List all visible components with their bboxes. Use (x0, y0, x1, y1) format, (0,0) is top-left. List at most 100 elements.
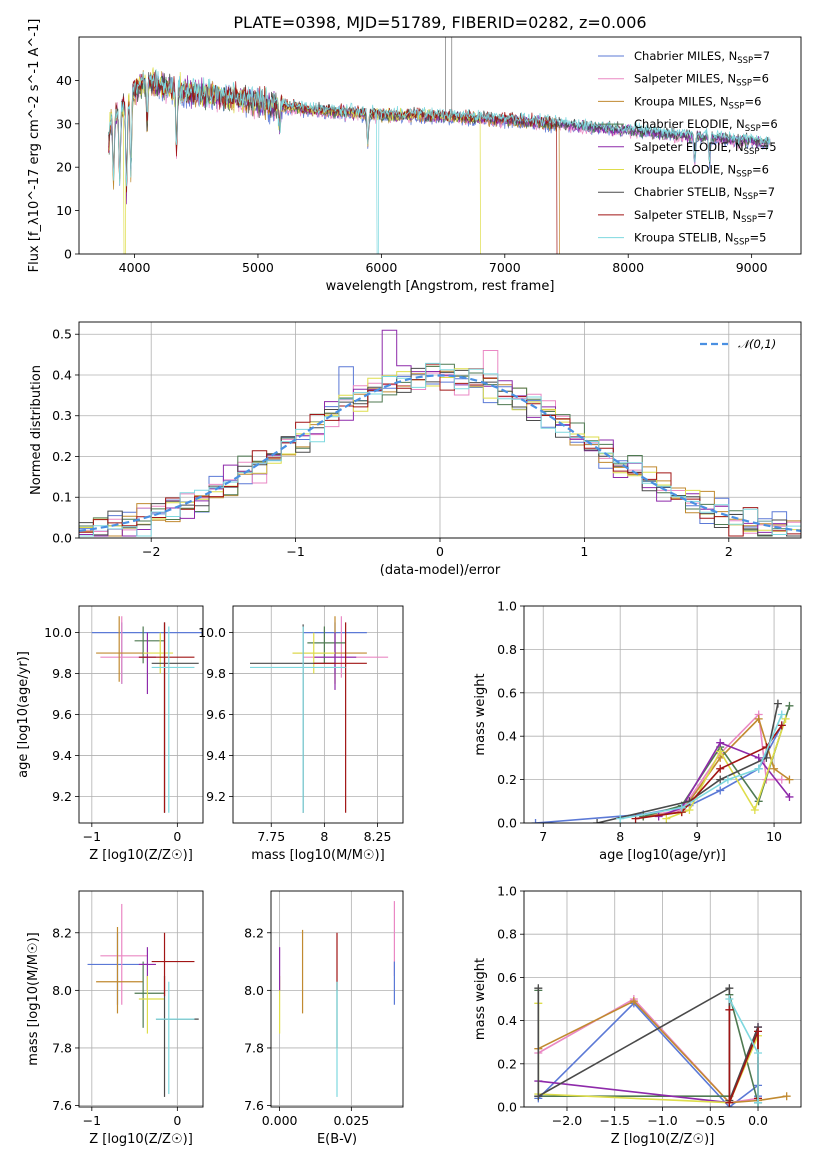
weight-marker (773, 699, 782, 708)
weight-vs-age-ylabel: mass weight (473, 673, 488, 755)
y-tick-label: 0.4 (497, 729, 517, 744)
y-tick-label: 0.8 (497, 927, 517, 942)
weight-marker (750, 805, 759, 814)
y-tick-label: 0.2 (497, 1056, 517, 1071)
y-tick-label: 9.2 (52, 789, 72, 804)
weight-line (643, 717, 790, 818)
weight-marker (534, 984, 543, 993)
spectrum-ylabel: Flux [f_λ10^-17 erg cm^-2 s^-1 A^-1] (27, 19, 42, 273)
mass-vs-Z-frame (78, 890, 204, 1108)
y-tick-label: 0.0 (52, 531, 72, 546)
weight-vs-Z-series (534, 984, 791, 1107)
weight-line (643, 705, 791, 818)
spectrum-line (108, 71, 558, 254)
y-tick-label: 9.6 (206, 707, 226, 722)
spectrum-line (108, 69, 771, 254)
weight-vs-age-frame (523, 605, 802, 824)
x-tick-label: 7 (539, 829, 547, 844)
legend-entry: Salpeter STELIB, NSSP=7 (634, 208, 774, 225)
weight-marker (777, 721, 786, 730)
legend-entry: Kroupa STELIB, NSSP=5 (634, 231, 766, 248)
weight-marker (716, 764, 725, 773)
weight-marker (716, 775, 725, 784)
weight-vs-Z-ylabel: mass weight (473, 958, 488, 1040)
weight-marker (785, 775, 794, 784)
weight-marker (662, 814, 671, 823)
x-tick-label: 5000 (242, 260, 274, 275)
y-tick-label: 40 (56, 73, 72, 88)
y-tick-label: 0.0 (497, 816, 517, 831)
y-tick-label: 7.8 (244, 1040, 264, 1055)
histogram-steps (79, 329, 801, 537)
x-tick-label: −1.0 (647, 1113, 677, 1128)
weight-vs-Z-xlabel: Z [log10(Z/Z☉)] (611, 1132, 715, 1147)
age-vs-Z-axes: −1 0 9.2 9.4 9.6 9.8 10.0 (44, 606, 203, 844)
mass-vs-Z-ylabel: mass [log10(M/M☉)] (26, 932, 41, 1065)
weight-marker (777, 710, 786, 719)
x-tick-label: −0.5 (695, 1113, 725, 1128)
weight-vs-Z-axes: −2.0 −1.5 −1.0 −0.5 0.0 0.0 0.2 0.4 0.6 0.8 1.0 (497, 884, 801, 1128)
y-tick-label: 8.0 (244, 983, 264, 998)
x-tick-label: 8000 (612, 260, 644, 275)
legend-entry: 𝒩(0,1) (738, 337, 776, 351)
x-tick-label: 0 (173, 829, 181, 844)
x-tick-label: 0.0 (748, 1113, 768, 1128)
residuals-ylabel: Normed distribution (29, 365, 44, 495)
y-tick-label: 0.4 (497, 1013, 517, 1028)
spectrum-line (108, 70, 560, 254)
x-tick-label: 2 (725, 544, 733, 559)
y-tick-label: 8.0 (52, 983, 72, 998)
weight-marker (770, 764, 779, 773)
spectrum-lines (108, 37, 771, 254)
y-tick-label: 7.6 (244, 1098, 264, 1113)
y-tick-label: 0.1 (52, 490, 72, 505)
weight-marker (531, 819, 540, 823)
weight-marker (723, 775, 732, 784)
weight-marker (781, 714, 790, 723)
x-tick-label: 7000 (489, 260, 521, 275)
spectrum-xlabel: wavelength [Angstrom, rest frame] (326, 279, 555, 294)
weight-marker (677, 803, 686, 812)
age-vs-Z-points (91, 616, 203, 813)
x-tick-label: −1 (286, 544, 304, 559)
weight-marker (725, 984, 734, 993)
y-tick-label: 9.8 (206, 666, 226, 681)
weight-marker (782, 1092, 791, 1101)
weight-marker (754, 1049, 763, 1057)
y-tick-label: 0.3 (52, 408, 72, 423)
y-tick-label: 10.0 (198, 625, 226, 640)
x-tick-label: 0.000 (262, 1113, 298, 1128)
y-tick-label: 9.6 (52, 707, 72, 722)
weight-vs-age-xlabel: age [log10(age/yr)] (599, 848, 726, 863)
y-tick-label: 20 (56, 160, 72, 175)
weight-marker (785, 792, 794, 801)
legend-entry: Chabrier MILES, NSSP=7 (634, 49, 770, 66)
spectrum-frame (78, 36, 802, 255)
x-tick-label: −1 (83, 1113, 101, 1128)
x-tick-label: 0 (436, 544, 444, 559)
weight-vs-age-series (531, 699, 794, 823)
y-tick-label: 0.6 (497, 685, 517, 700)
age-vs-mass-frame (232, 605, 404, 824)
mass-vs-EBV-xlabel: E(B-V) (317, 1132, 357, 1147)
residuals-xlabel: (data-model)/error (380, 563, 501, 578)
weight-marker (716, 738, 725, 747)
mass-vs-EBV-points (279, 901, 395, 1097)
x-tick-label: 4000 (119, 260, 151, 275)
y-tick-label: 10 (56, 203, 72, 218)
weight-marker (754, 764, 763, 773)
x-tick-label: −1.5 (600, 1113, 630, 1128)
y-tick-label: 0.2 (52, 449, 72, 464)
residuals-axes: −2 −1 0 1 2 0.0 0.1 0.2 0.3 0.4 0.5 (52, 322, 801, 559)
mass-vs-Z-axes: −1 0 7.6 7.8 8.0 8.2 (52, 891, 203, 1128)
y-tick-label: 0.2 (497, 772, 517, 787)
mass-vs-Z-xlabel: Z [log10(Z/Z☉)] (89, 1132, 193, 1147)
x-tick-label: 1 (580, 544, 588, 559)
spectrum-axes: 4000 5000 6000 7000 8000 9000 0 10 20 30 40 (56, 73, 767, 275)
x-tick-label: 0.025 (333, 1113, 369, 1128)
legend-entry: Kroupa ELODIE, NSSP=6 (634, 163, 769, 180)
weight-marker (534, 1092, 543, 1101)
weight-marker (754, 753, 763, 762)
weight-marker (616, 814, 625, 823)
